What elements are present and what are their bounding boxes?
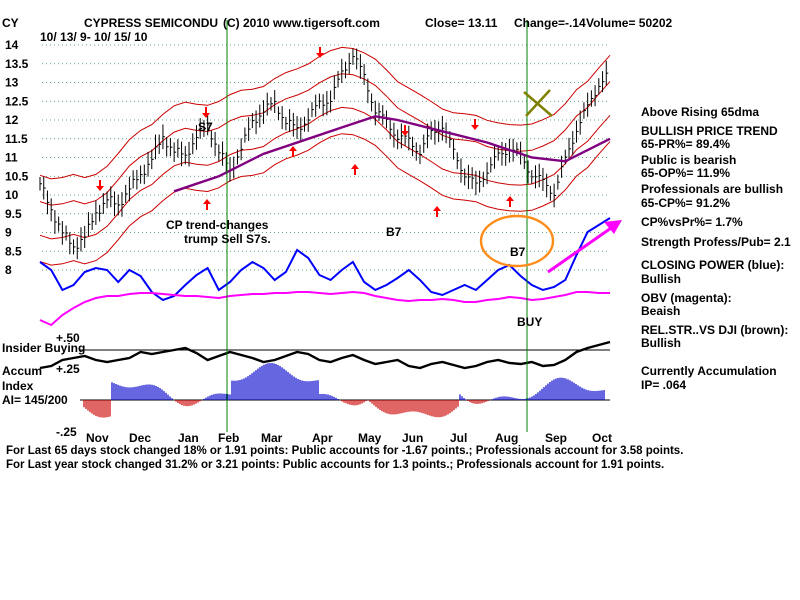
buy-label: BUY xyxy=(517,315,542,329)
y-tick-label: 13 xyxy=(5,76,19,90)
month-label: Apr xyxy=(312,431,333,445)
ai-label: AI= 145/200 xyxy=(2,393,68,407)
footer-line-2: For Last year stock changed 31.2% or 3.2… xyxy=(6,459,665,471)
band-line xyxy=(39,106,611,240)
stock-title: CYPRESS SEMICONDU xyxy=(84,16,219,30)
signal-arrow-head xyxy=(316,53,324,58)
change-value: Change=-.14 xyxy=(514,16,586,30)
accumulation-histogram xyxy=(80,363,610,418)
sidebar-line: Currently Accumulation xyxy=(641,363,777,378)
s7-label: S7 xyxy=(198,120,213,134)
closing-power-line xyxy=(39,217,611,302)
signal-arrow-head xyxy=(471,125,479,130)
minus25-label: -.25 xyxy=(56,425,77,439)
sidebar-line: 65-OP%= 11.9% xyxy=(641,166,731,181)
y-tick-label: 12.5 xyxy=(5,94,29,108)
footer-line-1: For Last 65 days stock changed 18% or 1.… xyxy=(6,445,684,457)
b7-label: B7 xyxy=(386,225,402,239)
month-label: Feb xyxy=(218,431,239,445)
sidebar-line: Professionals are bullish xyxy=(641,181,784,196)
insider-line xyxy=(39,340,611,370)
signal-arrow-head xyxy=(203,199,211,204)
y-axis-labels: 14 13.5 13 12.5 12 11.5 11 10.5 10 9.5 9 8.5 8 xyxy=(5,38,29,277)
sidebar-line: 65-PR%= 89.4% xyxy=(641,137,731,152)
b7-label-right: B7 xyxy=(510,245,526,259)
month-label: Mar xyxy=(261,431,283,445)
signal-arrow-head xyxy=(433,206,441,211)
obv-line xyxy=(39,290,610,327)
signal-arrow-head xyxy=(96,186,104,191)
signal-arrow-head xyxy=(289,146,297,151)
y-tick-label: 9.5 xyxy=(5,207,22,221)
sidebar-summary: Above Rising 65dma BULLISH PRICE TREND 6… xyxy=(641,105,791,392)
sidebar-line: BULLISH PRICE TREND xyxy=(641,123,778,138)
sidebar-line: Above Rising 65dma xyxy=(641,105,760,119)
y-tick-label: 10 xyxy=(5,188,19,202)
signal-arrow-head xyxy=(351,164,359,169)
y-tick-label: 10.5 xyxy=(5,169,29,183)
band-line xyxy=(39,46,611,180)
month-label: Jun xyxy=(402,431,423,445)
ma65-line xyxy=(173,115,611,193)
y-tick-label: 8.5 xyxy=(5,244,22,258)
y-tick-label: 13.5 xyxy=(5,57,29,71)
cp-note-line-2: trump Sell S7s. xyxy=(184,232,271,246)
y-tick-label: 9 xyxy=(5,226,12,240)
month-label: Sep xyxy=(545,431,567,445)
sidebar-line: Beaish xyxy=(641,304,681,319)
accum-label: Accum xyxy=(2,364,42,378)
sidebar-line: Bullish xyxy=(641,336,682,351)
signal-arrow-head xyxy=(506,196,514,201)
sidebar-line: CP%vsPr%= 1.7% xyxy=(641,215,743,230)
ticker-symbol: CY xyxy=(2,16,19,30)
signal-arrow-head xyxy=(401,131,409,136)
month-label: Jan xyxy=(178,431,199,445)
month-labels: Nov Dec Jan Feb Mar Apr May Jun Jul Aug Sep Oct xyxy=(86,431,612,445)
month-label: Jul xyxy=(450,431,467,445)
highlight-circle xyxy=(479,214,555,268)
sidebar-line: Public is bearish xyxy=(641,152,737,167)
sidebar-line: CLOSING POWER (blue): xyxy=(641,258,785,273)
sidebar-line: Strength Profess/Pub= 2.1 xyxy=(641,234,791,249)
y-tick-label: 12 xyxy=(5,113,19,127)
date-range: 10/ 13/ 9- 10/ 15/ 10 xyxy=(40,30,148,44)
sidebar-line: REL.STR..VS DJI (brown): xyxy=(641,322,789,337)
y-tick-label: 14 xyxy=(5,38,19,52)
month-label: Nov xyxy=(86,431,109,445)
cp-note-line-1: CP trend-changes xyxy=(166,218,269,232)
indicator-lines xyxy=(39,115,611,370)
index-label: Index xyxy=(2,379,34,393)
sidebar-line: IP= .064 xyxy=(641,377,687,392)
copyright: (C) 2010 www.tigersoft.com xyxy=(223,16,380,30)
y-tick-label: 11.5 xyxy=(5,132,28,146)
y-tick-label: 8 xyxy=(5,263,12,277)
x-mark-b xyxy=(525,89,551,117)
trend-arrow-shaft xyxy=(547,224,615,274)
sidebar-line: Bullish xyxy=(641,271,682,286)
sidebar-line: OBV (magenta): xyxy=(641,290,732,305)
month-label: Dec xyxy=(129,431,151,445)
sidebar-line: 65-CP%= 91.2% xyxy=(641,195,731,210)
month-label: Oct xyxy=(592,431,612,445)
band-line xyxy=(39,133,611,266)
plus50-label: +.50 xyxy=(56,331,80,345)
trend-arrow-head xyxy=(604,220,622,234)
insider-buying-label: Insider Buying xyxy=(2,341,85,355)
signal-arrow-head xyxy=(202,113,210,118)
plus25-label: +.25 xyxy=(56,362,80,376)
volume-value: Volume= 50202 xyxy=(586,16,673,30)
month-label: May xyxy=(358,431,382,445)
price-grid xyxy=(42,44,610,271)
y-tick-label: 11 xyxy=(5,151,18,165)
month-label: Aug xyxy=(495,431,518,445)
close-value: Close= 13.11 xyxy=(425,16,498,30)
